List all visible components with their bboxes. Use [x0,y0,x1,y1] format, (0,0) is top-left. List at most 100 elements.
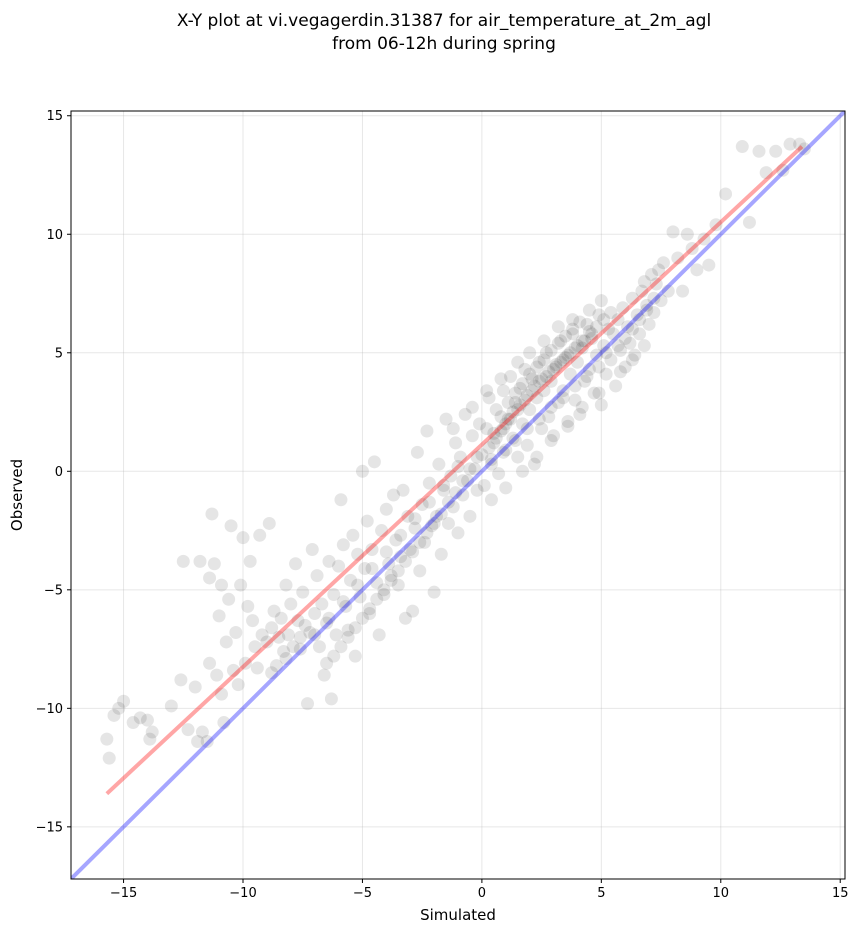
scatter-point [611,339,625,353]
scatter-point [599,346,613,360]
x-tick-label: −15 [110,886,137,901]
scatter-point [406,604,420,618]
scatter-point [554,334,568,348]
scatter-point [513,381,527,395]
scatter-point [484,452,498,466]
scatter-point [372,628,386,642]
scatter-point [537,334,551,348]
scatter-point [322,554,336,568]
scatter-point [647,305,661,319]
scatter-point [394,528,408,542]
scatter-point [652,263,666,277]
scatter-point [303,625,317,639]
scatter-point [516,417,529,431]
scatter-point [532,355,546,369]
scatter-point [618,360,632,374]
scatter-point [358,561,372,575]
scatter-point [575,400,589,414]
scatter-point [279,652,293,666]
scatter-point [437,479,451,493]
scatter-point [633,313,647,327]
scatter-point [246,614,260,628]
scatter-point [539,346,553,360]
scatter-point [518,393,532,407]
scatter-point [592,360,606,374]
scatter-point [604,353,618,367]
scatter-point [561,415,575,429]
scatter-point [219,635,233,649]
scatter-point [174,673,188,687]
scatter-point [377,588,391,602]
scatter-point [523,367,537,381]
scatter-point [430,509,443,523]
scatter-point [327,649,341,663]
scatter-point [582,303,596,317]
scatter-point [238,656,252,670]
scatter-point [520,438,534,452]
scatter-point [398,611,412,625]
scatter-point [322,611,336,625]
y-axis-label: Observed [8,459,26,531]
y-tick-label: 10 [46,228,63,243]
scatter-point [360,514,374,528]
y-tick-label: −15 [36,820,63,835]
scatter-point [547,362,561,376]
scatter-point [496,384,510,398]
scatter-point [597,313,611,327]
scatter-point [458,407,472,421]
scatter-point [274,611,288,625]
scatter-point [439,412,453,426]
scatter-point [508,386,522,400]
scatter-point [511,403,525,417]
scatter-point [613,365,627,379]
scatter-point [379,545,393,559]
scatter-point [666,225,680,239]
scatter-point [480,384,494,398]
scatter-point [188,680,202,694]
scatter-point [365,561,379,575]
scatter-point [554,355,568,369]
scatter-point [611,313,625,327]
scatter-point [305,543,319,557]
scatter-point [582,362,596,376]
scatter-point [523,403,537,417]
scatter-point [625,291,639,305]
scatter-point [112,701,126,715]
scatter-point [102,751,116,765]
scatter-point [191,735,205,749]
scatter-point [719,187,733,201]
scatter-point [389,533,403,547]
scatter-point [195,725,209,739]
scatter-point [587,386,601,400]
scatter-point [566,327,580,341]
chart-title: X-Y plot at vi.vegagerdin.31387 for air_… [177,11,711,31]
scatter-point [680,227,694,241]
y-tick-label: −5 [44,583,63,598]
scatter-point [530,360,544,374]
scatter-point [511,450,525,464]
scatter-point [281,628,295,642]
scatter-point [520,388,534,402]
scatter-point [308,607,322,621]
scatter-point [637,275,651,289]
scatter-point [291,614,305,628]
scatter-point [776,163,790,177]
scatter-point [645,268,658,282]
scatter-point [561,419,575,433]
scatter-point [520,422,534,436]
scatter-point [468,462,482,476]
scatter-point [556,384,570,398]
scatter-point [236,531,250,545]
scatter-point [592,308,606,322]
scatter-point [427,516,441,530]
scatter-point [625,322,639,336]
scatter-point [759,166,773,180]
axis-ticks: −15 −10 −5 0 5 10 15 −15 −10 −5 0 5 10 15 [36,109,849,901]
scatter-point [193,554,207,568]
scatter-point [107,708,121,722]
scatter-point [446,500,460,514]
scatter-point [267,604,281,618]
scatter-point [286,640,300,654]
scatter-point [597,339,611,353]
scatter-point [420,526,434,540]
